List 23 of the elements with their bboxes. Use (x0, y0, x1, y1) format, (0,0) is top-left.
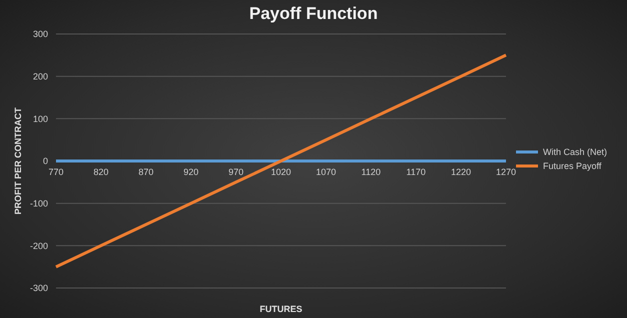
y-tick-label: 100 (32, 114, 48, 124)
x-tick-label: 920 (183, 167, 199, 177)
y-tick-label: 0 (42, 156, 48, 166)
y-tick-label: -300 (30, 283, 48, 294)
x-tick-label: 970 (228, 167, 244, 177)
x-tick-label: 1020 (270, 167, 292, 177)
x-tick-label: 1170 (406, 167, 426, 177)
x-tick-label: 1220 (450, 167, 471, 177)
x-axis-title: FUTURES (260, 304, 302, 314)
x-tick-label: 1070 (316, 167, 336, 177)
legend-label: Futures Payoff (542, 161, 602, 171)
chart-title: Payoff Function (248, 4, 379, 24)
y-tick-label: -100 (30, 198, 48, 209)
y-tick-label: -200 (30, 240, 48, 251)
x-tick-label: 870 (138, 167, 154, 177)
y-axis-title: PROFIT PER CONTRACT (13, 107, 24, 214)
legend-label: With Cash (Net) (542, 147, 607, 157)
x-tick-label: 820 (93, 167, 109, 177)
x-tick-label: 1270 (496, 167, 516, 177)
y-tick-label: 200 (32, 72, 48, 82)
x-tick-label: 1120 (361, 167, 381, 177)
y-tick-label: 300 (32, 29, 48, 40)
x-tick-label: 770 (48, 167, 64, 177)
